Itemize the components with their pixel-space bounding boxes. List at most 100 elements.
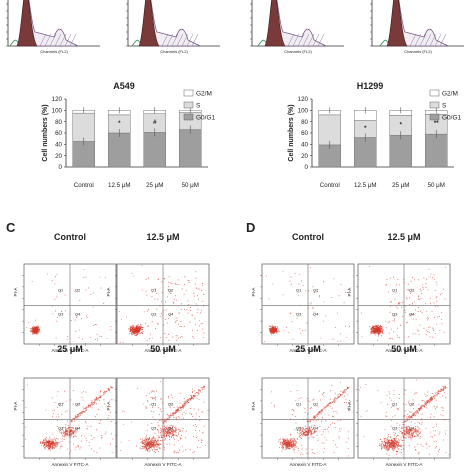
histogram-row: Channels (FL2) Channels (FL2) Channels (FL… [6, 0, 464, 54]
bar-segment-g0g1 [353, 137, 377, 168]
quadrant-label: Q4 [168, 426, 174, 431]
bar-y-tick-label: 80 [301, 119, 308, 126]
bar-significance-marker: * [364, 126, 367, 132]
scatter-panel: 25 μM Q1 Q2 Q3 Q4 Annexin V FITC-A PI-A [13, 344, 117, 467]
quadrant-label: Q3 [151, 312, 157, 317]
scatter-y-label: PI-A [251, 287, 256, 297]
histogram-hatch [44, 33, 52, 47]
quadrant-label: Q4 [75, 426, 81, 431]
bar-legend-label: G2/M [196, 91, 212, 98]
bar-x-tick-label: 50 μM [428, 182, 445, 189]
quadrant-label: Q4 [409, 312, 415, 317]
scatter-panel: 12.5 μM Q1 Q2 Q3 Q4 Annexin V FITC-A PI-A [347, 232, 451, 353]
bar-y-tick-label: 60 [301, 130, 308, 137]
bar-significance-marker: ** [188, 118, 193, 124]
histogram-hatch [429, 33, 437, 47]
bar-y-tick-label: 60 [55, 130, 62, 137]
bar-chart-title: A549 [113, 81, 135, 91]
quadrant-label: Q2 [313, 402, 319, 407]
histogram-g1-peak [16, 0, 38, 47]
quadrant-label: Q4 [313, 426, 319, 431]
bar-segment-s [318, 114, 342, 146]
bar-y-tick-label: 100 [52, 108, 63, 115]
scatter-dots [118, 265, 205, 343]
bar-segment-s [72, 112, 96, 142]
quadrant-label: Q2 [75, 402, 81, 407]
bar-x-tick-label: Control [74, 182, 94, 189]
bar-y-label: Cell numbers (%) [42, 104, 49, 161]
bar-legend-swatch [429, 113, 440, 121]
bar-y-tick-label: 120 [298, 96, 309, 103]
bar-significance-marker: # [153, 120, 157, 126]
histogram-panel: Channels (FL2) [126, 0, 220, 54]
quadrant-label: Q1 [392, 402, 398, 407]
bar-x-tick-label: 12.5 μM [108, 182, 130, 189]
scatter-dots [25, 384, 114, 454]
histogram-hatch [302, 33, 310, 47]
histogram-g1-peak [386, 0, 408, 47]
scatter-title: Control [54, 232, 86, 242]
bar-x-tick-label: 25 μM [392, 182, 409, 189]
bar-segment-g0g1 [178, 129, 202, 168]
panel-letter-d: D [246, 220, 255, 235]
quadrant-label: Q1 [58, 402, 64, 407]
bar-significance-marker: ** [434, 121, 439, 127]
histogram-hatch [54, 33, 62, 47]
bar-legend-label: G0/G1 [442, 115, 462, 122]
histogram-hatch [39, 33, 47, 47]
scatter-x-label: Annexin V FITC-A [51, 462, 89, 467]
bar-y-tick-label: 100 [298, 108, 309, 115]
bar-legend-swatch [183, 101, 194, 109]
histogram-hatch [166, 33, 174, 47]
quadrant-label: Q2 [313, 288, 319, 293]
bar-legend-label: G2/M [442, 91, 458, 98]
histogram-debris-curve [257, 39, 267, 47]
histogram-hatch [434, 33, 442, 47]
scatter-title: 12.5 μM [387, 232, 420, 242]
scatter-dots [26, 269, 112, 344]
bar-y-tick-label: 80 [55, 119, 62, 126]
histogram-x-label: Channels (FL2) [404, 49, 432, 54]
scatter-panel: 50 μM Q1 Q2 Q3 Q4 Annexin V FITC-A PI-A [347, 344, 451, 467]
histogram-debris-curve [379, 39, 389, 47]
bar-segment-g0g1 [424, 133, 448, 168]
bar-x-tick-label: Control [320, 182, 340, 189]
scatter-y-label: PI-A [347, 401, 352, 411]
bar-x-tick-label: 50 μM [182, 182, 199, 189]
scatter-x-label: Annexin V FITC-A [51, 348, 89, 353]
histogram-hatch [64, 33, 72, 47]
quadrant-label: Q2 [409, 402, 415, 407]
quadrant-label: Q2 [168, 402, 174, 407]
scatter-panel: 12.5 μM Q1 Q2 Q3 Q4 Annexin V FITC-A PI-A [106, 232, 210, 353]
histogram-panel: Channels (FL2) [370, 0, 464, 54]
histogram-x-label: Channels (FL2) [160, 49, 188, 54]
histogram-debris-curve [131, 39, 141, 47]
histogram-hatch [186, 33, 194, 47]
histogram-debris-curve [9, 39, 19, 47]
panel-letter-c: C [6, 220, 16, 235]
histogram-hatch [419, 33, 427, 47]
scatter-title: 25 μM [295, 344, 321, 354]
scatter-title: 50 μM [391, 344, 417, 354]
quadrant-label: Q1 [296, 402, 302, 407]
scatter-panel: Control Q1 Q2 Q3 Q4 Annexin V FITC-A PI-A [251, 232, 355, 353]
histogram-hatch [59, 33, 67, 47]
quadrant-label: Q2 [75, 288, 81, 293]
histogram-hatch [287, 33, 295, 47]
histogram-hatch [414, 33, 422, 47]
bar-legend-swatch [183, 113, 194, 121]
scatter-title: Control [292, 232, 324, 242]
bar-y-tick-label: 40 [55, 142, 62, 149]
bar-y-tick-label: 0 [305, 164, 309, 171]
histogram-g1-peak [264, 0, 286, 47]
histogram-x-label: Channels (FL2) [40, 49, 68, 54]
scatter-x-label: Annexin V FITC-A [289, 348, 327, 353]
bar-segment-g0g1 [107, 132, 131, 168]
scatter-dots [264, 266, 350, 343]
histogram-hatch [409, 33, 417, 47]
bar-legend-swatch [183, 89, 194, 97]
